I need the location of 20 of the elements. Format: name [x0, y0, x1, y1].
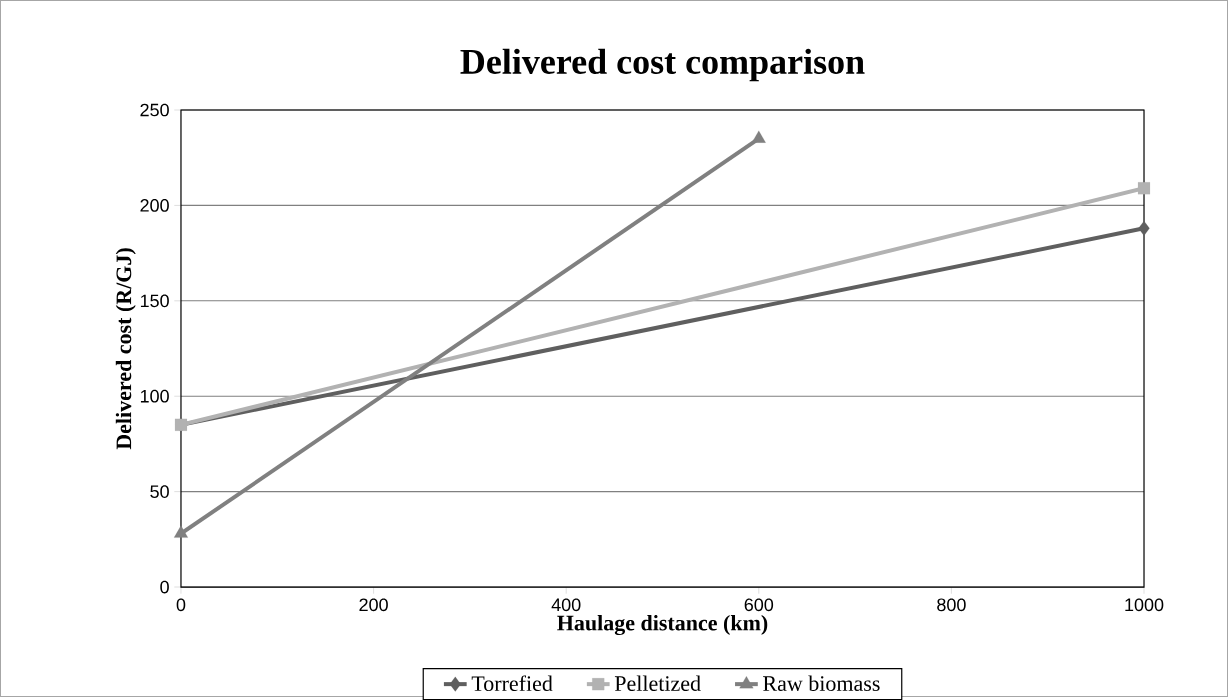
point: [1137, 182, 1151, 195]
y-tick-label: 50: [150, 485, 169, 498]
x-tick-label: 1000: [1125, 598, 1164, 612]
x-tick-label: 200: [359, 598, 388, 612]
x-tick-label: 0: [176, 598, 186, 612]
chart-title: Delivered cost comparison: [460, 48, 865, 82]
y-tick-label: 0: [160, 580, 169, 594]
legend-label: Pelletized: [614, 675, 701, 691]
legend-label: Torrefied: [471, 675, 553, 692]
legend-label: Raw biomass: [763, 675, 880, 691]
y-tick-label: 200: [140, 198, 169, 212]
y-tick-label: 100: [140, 389, 169, 403]
y-axis-title: Delivered cost (R/GJ): [115, 248, 136, 450]
x-tick-label: 600: [744, 598, 774, 612]
x-tick-label: 800: [937, 598, 966, 612]
y-tick-label: 150: [140, 294, 169, 308]
x-tick-label: 400: [551, 598, 581, 612]
y-tick-label: 250: [140, 103, 169, 117]
x-axis-title: Haulage distance (km): [557, 614, 768, 636]
point: [1138, 220, 1150, 236]
